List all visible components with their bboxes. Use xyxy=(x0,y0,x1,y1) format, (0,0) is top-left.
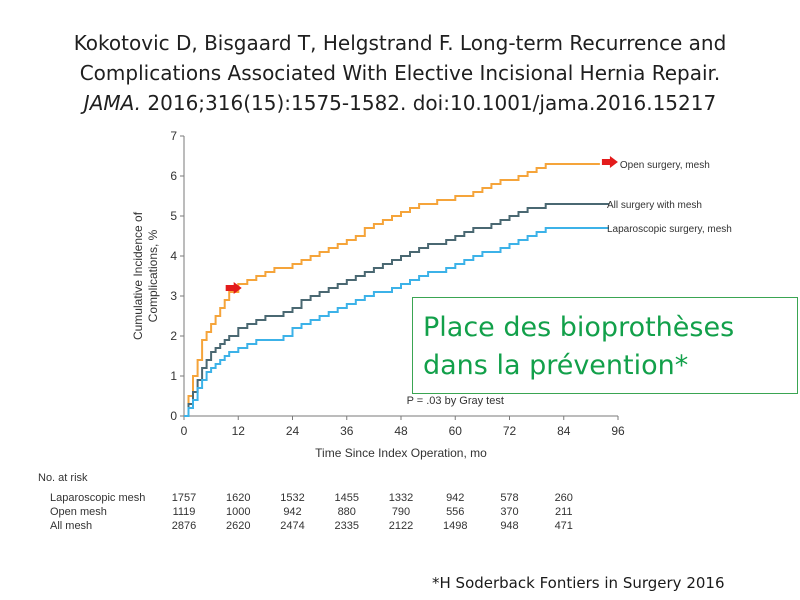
citation-line-1: Kokotovic D, Bisgaard T, Helgstrand F. L… xyxy=(73,31,727,55)
y-tick-label: 5 xyxy=(170,209,177,223)
risk-table-row: All mesh 2876 2620 2474 2335 2122 1498 948 471 xyxy=(38,520,598,534)
footnote: *H Soderback Fontiers in Surgery 2016 xyxy=(432,574,725,592)
callout-box: Place des bioprothèses dans la préventio… xyxy=(412,297,798,394)
chart-axes xyxy=(180,135,619,420)
citation-journal: JAMA. xyxy=(83,91,142,115)
legend-label: All surgery with mesh xyxy=(607,200,702,211)
red-arrow-marker xyxy=(601,156,618,168)
callout-line-1: Place des bioprothèses xyxy=(423,312,735,343)
y-tick-label: 1 xyxy=(170,369,177,383)
risk-count: 1000 xyxy=(226,506,251,518)
y-axis-label: Cumulative Incidence ofComplications, % xyxy=(131,211,160,340)
risk-count: 1119 xyxy=(172,506,196,518)
y-tick-label: 6 xyxy=(170,169,177,183)
x-tick-label: 24 xyxy=(286,424,300,438)
risk-count: 790 xyxy=(391,506,411,518)
risk-row-label: Laparoscopic mesh xyxy=(50,492,146,504)
chart-series xyxy=(184,156,618,417)
risk-count: 880 xyxy=(337,506,356,518)
risk-count: 556 xyxy=(446,506,465,518)
risk-count: 2474 xyxy=(280,520,305,532)
legend-label: Open surgery, mesh xyxy=(620,160,710,171)
x-tick-label: 96 xyxy=(611,424,625,438)
citation-line-3: JAMA. 2016;316(15):1575-1582. doi:10.100… xyxy=(0,88,800,118)
risk-count: 1498 xyxy=(443,520,468,532)
risk-count: 370 xyxy=(500,506,519,518)
risk-count: 260 xyxy=(554,492,573,504)
series-line xyxy=(184,203,609,417)
x-tick-label: 72 xyxy=(503,424,517,438)
x-tick-label: 84 xyxy=(557,424,571,438)
series-line xyxy=(184,227,609,417)
p-value-annotation: P = .03 by Gray test xyxy=(407,395,504,407)
risk-count: 1332 xyxy=(388,492,414,504)
risk-count: 948 xyxy=(500,520,519,532)
risk-count: 2876 xyxy=(171,520,197,532)
y-tick-label: 4 xyxy=(170,249,177,263)
x-tick-label: 60 xyxy=(449,424,463,438)
risk-table-row: Open mesh 1119 1000 942 880 790 556 370 211 xyxy=(38,506,598,520)
risk-row-label: All mesh xyxy=(50,520,93,532)
x-tick-label: 36 xyxy=(340,424,354,438)
x-tick-label: 48 xyxy=(394,424,408,438)
risk-count: 1757 xyxy=(171,492,197,504)
legend-label: Laparoscopic surgery, mesh xyxy=(607,224,732,235)
y-tick-label: 2 xyxy=(170,329,177,343)
red-arrow-marker xyxy=(225,282,242,294)
risk-count: 578 xyxy=(500,492,519,504)
risk-count: 1455 xyxy=(334,492,359,504)
y-tick-label: 0 xyxy=(170,409,177,423)
x-tick-label: 12 xyxy=(232,424,246,438)
risk-count: 1620 xyxy=(226,492,251,504)
callout-line-2: dans la prévention* xyxy=(423,350,689,381)
risk-count: 942 xyxy=(446,492,465,504)
risk-table-row: Laparoscopic mesh 1757 1620 1532 1455 1332 942… xyxy=(38,492,598,506)
y-tick-label: 3 xyxy=(170,289,177,303)
risk-count: 2122 xyxy=(388,520,414,532)
risk-table-title: No. at risk xyxy=(38,472,88,484)
citation: Kokotovic D, Bisgaard T, Helgstrand F. L… xyxy=(0,28,800,118)
risk-count: 211 xyxy=(554,506,573,518)
series-line xyxy=(184,163,600,417)
x-tick-label: 0 xyxy=(181,424,188,438)
risk-count: 471 xyxy=(554,520,573,532)
risk-count: 942 xyxy=(283,506,302,518)
citation-line-2: Complications Associated With Elective I… xyxy=(79,61,721,85)
y-tick-label: 7 xyxy=(170,129,177,143)
risk-count: 2620 xyxy=(226,520,251,532)
risk-row-label: Open mesh xyxy=(50,506,107,518)
x-axis-label: Time Since Index Operation, mo xyxy=(315,446,487,460)
citation-details: 2016;316(15):1575-1582. doi:10.1001/jama… xyxy=(141,91,717,115)
risk-count: 2335 xyxy=(334,520,359,532)
risk-count: 1532 xyxy=(280,492,305,504)
